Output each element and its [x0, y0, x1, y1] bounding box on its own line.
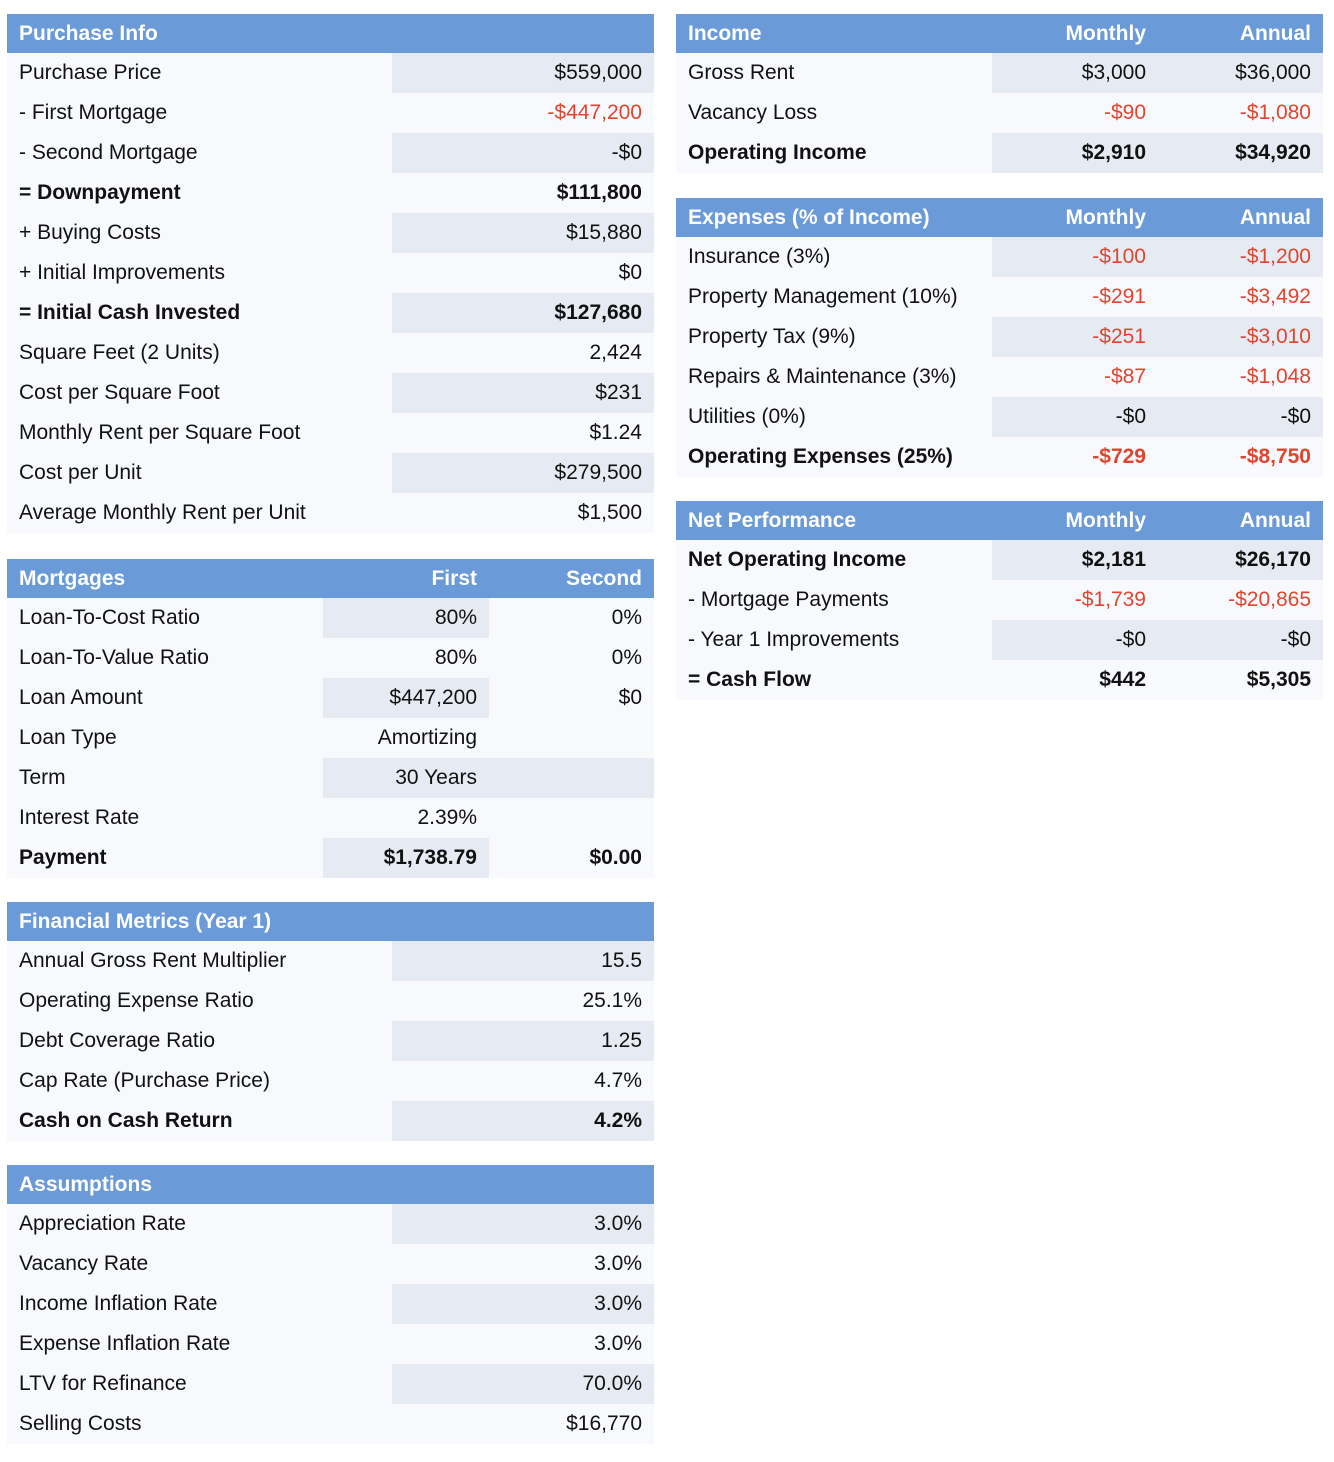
column-header-monthly: Monthly — [992, 501, 1158, 540]
net-performance-table: Net Performance Monthly Annual Net Opera… — [676, 501, 1323, 700]
purchase-info-table: Purchase Info Purchase Price $559,000 - F… — [7, 14, 654, 533]
table-row: Debt Coverage Ratio 1.25 — [7, 1021, 655, 1061]
table-row: Loan Amount $447,200 $0 — [7, 678, 654, 718]
table-row: Selling Costs $16,770 — [7, 1404, 655, 1444]
table-row: Loan Type Amortizing — [7, 718, 654, 758]
table-row: = Initial Cash Invested $127,680 — [7, 293, 654, 333]
table-row: Utilities (0%) -$0 -$0 — [676, 397, 1323, 437]
section-title: Financial Metrics (Year 1) — [7, 902, 655, 941]
table-row: Gross Rent $3,000 $36,000 — [676, 53, 1323, 93]
section-title: Expenses (% of Income) — [676, 198, 992, 237]
table-row: Expense Inflation Rate 3.0% — [7, 1324, 655, 1364]
column-header-monthly: Monthly — [992, 14, 1158, 53]
table-row: Payment $1,738.79 $0.00 — [7, 838, 654, 878]
table-row: = Downpayment $111,800 — [7, 173, 654, 213]
table-row: + Buying Costs $15,880 — [7, 213, 654, 253]
table-row: LTV for Refinance 70.0% — [7, 1364, 655, 1404]
table-row: Vacancy Rate 3.0% — [7, 1244, 655, 1284]
table-row: Loan-To-Value Ratio 80% 0% — [7, 638, 654, 678]
table-row: Property Tax (9%) -$251 -$3,010 — [676, 317, 1323, 357]
table-row: Repairs & Maintenance (3%) -$87 -$1,048 — [676, 357, 1323, 397]
table-row: Cap Rate (Purchase Price) 4.7% — [7, 1061, 655, 1101]
table-row: - Year 1 Improvements -$0 -$0 — [676, 620, 1323, 660]
table-row: Cost per Square Foot $231 — [7, 373, 654, 413]
table-row: Operating Income $2,910 $34,920 — [676, 133, 1323, 173]
table-row: Net Operating Income $2,181 $26,170 — [676, 540, 1323, 580]
table-row: Operating Expense Ratio 25.1% — [7, 981, 655, 1021]
table-row: - Second Mortgage -$0 — [7, 133, 654, 173]
table-row: Property Management (10%) -$291 -$3,492 — [676, 277, 1323, 317]
table-row: - Mortgage Payments -$1,739 -$20,865 — [676, 580, 1323, 620]
table-row: Purchase Price $559,000 — [7, 53, 654, 93]
table-row: Operating Expenses (25%) -$729 -$8,750 — [676, 437, 1323, 477]
column-header-annual: Annual — [1158, 198, 1323, 237]
table-row: Average Monthly Rent per Unit $1,500 — [7, 493, 654, 533]
mortgages-table: Mortgages First Second Loan-To-Cost Rati… — [7, 559, 654, 878]
table-row: + Initial Improvements $0 — [7, 253, 654, 293]
expenses-table: Expenses (% of Income) Monthly Annual In… — [676, 198, 1323, 477]
column-header-second: Second — [489, 559, 654, 598]
table-row: - First Mortgage -$447,200 — [7, 93, 654, 133]
table-row: Cost per Unit $279,500 — [7, 453, 654, 493]
table-row: Income Inflation Rate 3.0% — [7, 1284, 655, 1324]
table-row: Monthly Rent per Square Foot $1.24 — [7, 413, 654, 453]
section-title: Mortgages — [7, 559, 323, 598]
table-row: Insurance (3%) -$100 -$1,200 — [676, 237, 1323, 277]
column-header-monthly: Monthly — [992, 198, 1158, 237]
table-row: Annual Gross Rent Multiplier 15.5 — [7, 941, 655, 981]
section-title: Assumptions — [7, 1165, 655, 1204]
table-row: Loan-To-Cost Ratio 80% 0% — [7, 598, 654, 638]
income-table: Income Monthly Annual Gross Rent $3,000 $3… — [676, 14, 1323, 173]
column-header-annual: Annual — [1158, 14, 1323, 53]
section-title: Net Performance — [676, 501, 992, 540]
table-row: Vacancy Loss -$90 -$1,080 — [676, 93, 1323, 133]
section-title: Purchase Info — [7, 14, 654, 53]
table-row: = Cash Flow $442 $5,305 — [676, 660, 1323, 700]
table-row: Interest Rate 2.39% — [7, 798, 654, 838]
table-row: Term 30 Years — [7, 758, 654, 798]
table-row: Appreciation Rate 3.0% — [7, 1204, 655, 1244]
table-row: Cash on Cash Return 4.2% — [7, 1101, 655, 1141]
column-header-annual: Annual — [1158, 501, 1323, 540]
financial-metrics-table: Financial Metrics (Year 1) Annual Gross … — [7, 902, 655, 1141]
section-title: Income — [676, 14, 992, 53]
assumptions-table: Assumptions Appreciation Rate 3.0% Vacanc… — [7, 1165, 655, 1444]
table-row: Square Feet (2 Units) 2,424 — [7, 333, 654, 373]
column-header-first: First — [323, 559, 489, 598]
